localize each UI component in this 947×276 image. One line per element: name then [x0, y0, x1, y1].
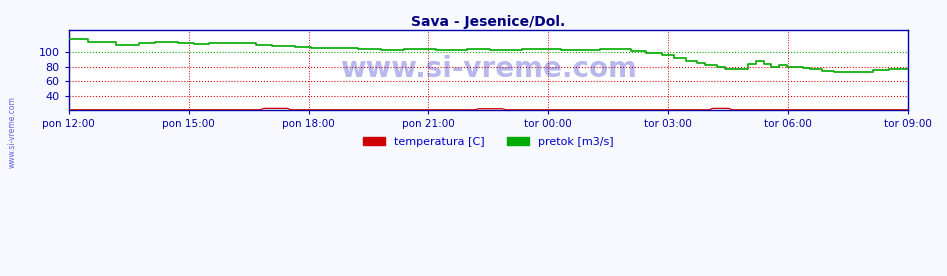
Legend: temperatura [C], pretok [m3/s]: temperatura [C], pretok [m3/s] [359, 132, 618, 151]
Title: Sava - Jesenice/Dol.: Sava - Jesenice/Dol. [411, 15, 565, 29]
Text: www.si-vreme.com: www.si-vreme.com [340, 55, 637, 83]
Text: www.si-vreme.com: www.si-vreme.com [8, 97, 17, 168]
